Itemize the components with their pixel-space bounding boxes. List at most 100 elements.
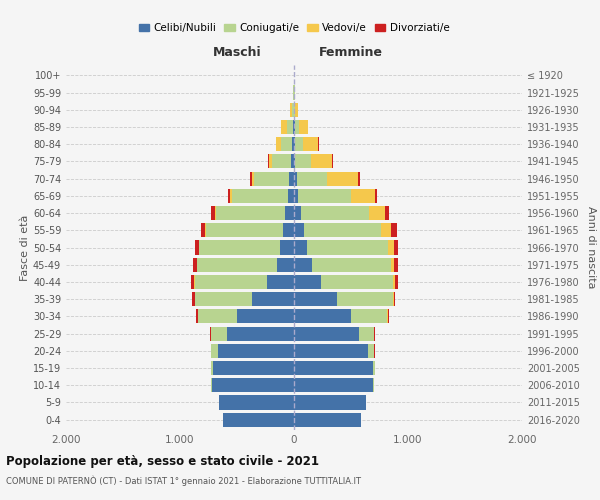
Y-axis label: Fasce di età: Fasce di età — [20, 214, 30, 280]
Bar — [289, 172, 294, 185]
Bar — [216, 206, 294, 220]
Bar — [228, 189, 294, 203]
Bar — [292, 102, 294, 117]
Bar — [294, 223, 397, 238]
Bar — [212, 378, 294, 392]
Text: Femmine: Femmine — [319, 46, 383, 59]
Bar — [294, 275, 398, 289]
Bar — [294, 310, 351, 324]
Bar — [292, 137, 294, 152]
Bar — [294, 326, 359, 340]
Bar — [199, 240, 294, 254]
Bar — [294, 378, 374, 392]
Bar — [252, 172, 294, 185]
Bar — [294, 310, 389, 324]
Bar — [294, 154, 311, 168]
Bar — [218, 396, 294, 409]
Bar — [294, 275, 395, 289]
Bar — [206, 223, 294, 238]
Bar — [293, 86, 294, 100]
Bar — [219, 396, 294, 409]
Bar — [294, 292, 395, 306]
Bar — [223, 412, 294, 426]
Bar — [250, 172, 294, 185]
Bar — [211, 361, 294, 375]
Bar — [294, 137, 295, 152]
Bar — [280, 240, 294, 254]
Bar — [211, 344, 294, 358]
Bar — [294, 137, 303, 152]
Bar — [294, 326, 374, 340]
Bar — [287, 120, 294, 134]
Bar — [195, 292, 294, 306]
Y-axis label: Anni di nascita: Anni di nascita — [586, 206, 596, 289]
Bar — [232, 189, 294, 203]
Bar — [269, 154, 294, 168]
Bar — [294, 206, 389, 220]
Bar — [294, 240, 398, 254]
Bar — [294, 120, 308, 134]
Bar — [294, 223, 381, 238]
Bar — [211, 378, 294, 392]
Bar — [294, 310, 388, 324]
Bar — [294, 154, 333, 168]
Bar — [294, 396, 366, 409]
Bar — [223, 412, 294, 426]
Bar — [283, 223, 294, 238]
Bar — [294, 172, 361, 185]
Bar — [294, 206, 369, 220]
Bar — [294, 344, 374, 358]
Bar — [230, 189, 294, 203]
Bar — [294, 344, 368, 358]
Bar — [198, 310, 294, 324]
Bar — [211, 206, 294, 220]
Text: Maschi: Maschi — [212, 46, 262, 59]
Bar — [294, 361, 375, 375]
Bar — [196, 310, 294, 324]
Bar — [272, 154, 294, 168]
Bar — [194, 275, 294, 289]
Bar — [294, 240, 307, 254]
Bar — [294, 344, 374, 358]
Bar — [294, 292, 337, 306]
Bar — [294, 396, 366, 409]
Bar — [281, 120, 294, 134]
Bar — [291, 154, 294, 168]
Bar — [196, 240, 294, 254]
Bar — [294, 396, 366, 409]
Text: COMUNE DI PATERNÒ (CT) - Dati ISTAT 1° gennaio 2021 - Elaborazione TUTTITALIA.IT: COMUNE DI PATERNÒ (CT) - Dati ISTAT 1° g… — [6, 476, 361, 486]
Bar — [218, 396, 294, 409]
Bar — [294, 258, 391, 272]
Bar — [277, 137, 294, 152]
Bar — [210, 326, 294, 340]
Bar — [211, 378, 294, 392]
Bar — [211, 378, 294, 392]
Bar — [294, 172, 358, 185]
Bar — [290, 102, 294, 117]
Bar — [281, 137, 294, 152]
Bar — [288, 189, 294, 203]
Legend: Celibi/Nubili, Coniugati/e, Vedovi/e, Divorziati/e: Celibi/Nubili, Coniugati/e, Vedovi/e, Di… — [134, 19, 454, 38]
Bar — [211, 361, 294, 375]
Bar — [286, 206, 294, 220]
Bar — [294, 275, 322, 289]
Bar — [252, 292, 294, 306]
Bar — [294, 412, 361, 426]
Bar — [293, 86, 294, 100]
Bar — [294, 292, 392, 306]
Bar — [294, 102, 295, 117]
Bar — [211, 344, 294, 358]
Bar — [294, 258, 398, 272]
Bar — [294, 120, 299, 134]
Bar — [195, 275, 294, 289]
Bar — [211, 344, 294, 358]
Bar — [294, 361, 375, 375]
Bar — [294, 396, 366, 409]
Bar — [281, 120, 294, 134]
Bar — [294, 189, 298, 203]
Bar — [201, 223, 294, 238]
Bar — [194, 292, 294, 306]
Bar — [294, 292, 394, 306]
Bar — [294, 378, 374, 392]
Bar — [294, 361, 375, 375]
